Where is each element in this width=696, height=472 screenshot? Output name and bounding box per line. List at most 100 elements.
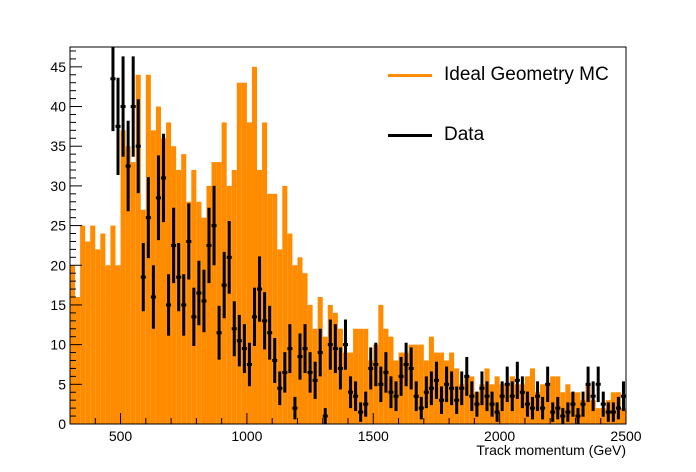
data-point — [565, 402, 571, 422]
data-point — [221, 251, 227, 319]
data-point — [342, 319, 348, 370]
mc-bar — [363, 328, 369, 424]
data-point — [327, 319, 333, 370]
data-point — [545, 366, 551, 403]
data-point — [454, 386, 460, 414]
x-tick-label: 2000 — [484, 428, 515, 444]
data-point — [575, 408, 581, 424]
data-point — [408, 347, 414, 390]
data-point — [489, 391, 495, 417]
mc-bar — [282, 185, 288, 424]
data-point — [590, 381, 596, 412]
data-point — [363, 391, 369, 417]
legend-swatch-mc — [388, 73, 432, 77]
data-point — [438, 386, 445, 414]
legend-label-data: Data — [444, 124, 485, 145]
data-point — [110, 47, 116, 132]
data-point — [115, 77, 121, 175]
data-point — [519, 376, 525, 409]
data-point — [378, 366, 384, 403]
data-point — [186, 203, 192, 280]
mc-bar — [186, 201, 192, 424]
data-point — [282, 352, 288, 393]
legend-entry-mc: Ideal Geometry MC — [388, 60, 609, 90]
data-point — [251, 287, 258, 347]
data-point — [464, 356, 470, 396]
mc-bar — [504, 384, 510, 424]
x-axis-label: Track momentum (GeV) — [476, 442, 626, 458]
data-point — [297, 333, 303, 380]
mc-bar — [292, 265, 298, 424]
data-point — [337, 347, 343, 390]
data-point — [317, 328, 323, 377]
y-tick-label: 35 — [50, 138, 66, 154]
data-point — [499, 381, 505, 412]
data-point — [423, 376, 429, 409]
mc-bar — [226, 185, 232, 424]
mc-bar — [251, 66, 258, 424]
mc-bar — [514, 384, 520, 424]
mc-bar — [494, 376, 500, 424]
y-tick-label: 5 — [58, 376, 66, 392]
data-point — [383, 352, 389, 393]
mc-bar — [529, 368, 536, 424]
mc-bar — [236, 82, 242, 424]
mc-bar — [206, 185, 212, 424]
data-point — [550, 402, 556, 422]
data-point — [241, 324, 247, 374]
mc-bar — [246, 122, 252, 425]
data-point — [171, 207, 177, 284]
data-point — [600, 391, 606, 417]
data-point — [388, 376, 394, 409]
data-point — [302, 324, 308, 374]
mc-bar — [545, 384, 551, 424]
data-point — [145, 177, 151, 259]
x-tick-label: 2500 — [610, 428, 641, 444]
data-point — [428, 371, 434, 406]
data-point — [206, 207, 212, 284]
mc-bar — [140, 209, 146, 424]
data-point — [348, 376, 354, 409]
data-point — [246, 342, 252, 387]
mc-bar — [110, 225, 116, 424]
data-point — [226, 220, 232, 294]
mc-bar — [95, 249, 101, 424]
data-point — [322, 408, 328, 424]
data-point — [262, 292, 268, 350]
data-point — [540, 396, 546, 420]
data-points — [110, 47, 626, 424]
mc-bar — [418, 344, 424, 424]
mc-bar — [403, 352, 409, 424]
data-point — [125, 120, 131, 212]
mc-bar — [353, 328, 359, 424]
mc-bar — [368, 360, 374, 424]
data-point — [140, 243, 146, 312]
data-point — [580, 391, 586, 417]
data-point — [605, 402, 611, 422]
data-point — [479, 371, 485, 406]
data-point — [620, 381, 626, 412]
data-point — [257, 256, 263, 322]
data-point — [524, 391, 530, 417]
data-point — [332, 324, 338, 374]
mc-bar — [105, 265, 111, 424]
y-tick-label: 40 — [50, 99, 66, 115]
data-point — [413, 381, 419, 412]
mc-bar — [585, 384, 591, 424]
mc-bar — [155, 106, 161, 425]
x-tick-label: 1500 — [358, 428, 389, 444]
data-point — [201, 269, 207, 333]
mc-bar — [75, 297, 81, 424]
mc-bar — [277, 249, 283, 424]
data-point — [393, 381, 399, 412]
mc-bar — [620, 408, 626, 424]
legend-entry-data: Data — [388, 120, 484, 150]
mc-bar — [464, 376, 470, 424]
data-point — [292, 396, 298, 420]
data-point — [368, 347, 374, 390]
mc-bar — [342, 352, 348, 424]
y-tick-label: 15 — [50, 297, 66, 313]
data-point — [120, 56, 126, 157]
mc-bar — [130, 162, 136, 424]
